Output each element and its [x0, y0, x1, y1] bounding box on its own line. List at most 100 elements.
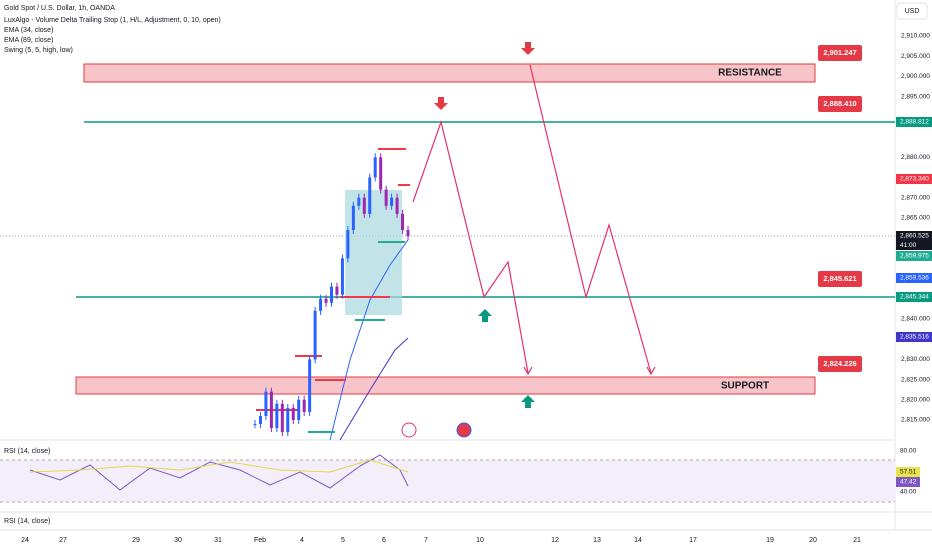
time-label: 19: [766, 537, 774, 544]
price-tag: [896, 292, 932, 302]
price-tick-label: 2,900.000: [901, 73, 930, 80]
price-tick-label: 2,880.000: [901, 154, 930, 161]
price-tick-label: 2,825.000: [901, 376, 930, 383]
candle: [395, 197, 399, 214]
time-label: 24: [21, 537, 29, 544]
candle: [330, 286, 333, 303]
level-tag: [818, 356, 862, 372]
rsi-level: 80.00: [900, 448, 917, 455]
rsi-tag: [896, 467, 920, 477]
rsi-level: 57.51: [900, 469, 917, 476]
projection: [412, 64, 656, 376]
time-label: 21: [853, 537, 861, 544]
time-label: 13: [593, 537, 601, 544]
level-tag: [818, 45, 862, 61]
currency-button[interactable]: [896, 2, 928, 20]
price-tag-label: 2,835.516: [900, 334, 929, 341]
indicator-label: EMA (89, close): [4, 37, 53, 44]
level-label: 2,824.226: [823, 359, 856, 368]
price-tick-label: 2,820.000: [901, 397, 930, 404]
time-label: 10: [476, 537, 484, 544]
price-tag-label: 2,859.975: [900, 253, 929, 260]
level-tag: [818, 96, 862, 112]
price-tick-label: 2,865.000: [901, 215, 930, 222]
indicator-label: EMA (34, close): [4, 27, 53, 34]
rsi-level: 47.42: [900, 479, 917, 486]
rsi-title: RSI (14, close): [4, 448, 50, 455]
candle: [335, 286, 339, 295]
price-tick-label: 2,815.000: [901, 417, 930, 424]
price-tag-label: 2,859.536: [900, 275, 929, 282]
time-label: 12: [551, 537, 559, 544]
candle: [373, 157, 377, 178]
candle: [379, 157, 383, 190]
candle: [406, 230, 410, 237]
indicator-label: Swing (5, 5, high, low): [4, 47, 73, 54]
candle: [269, 391, 273, 429]
time-label: 30: [174, 537, 182, 544]
price-tick-label: 2,910.000: [901, 33, 930, 40]
candle: [401, 213, 405, 231]
time-label: 27: [59, 537, 67, 544]
indicator-label: LuxAlgo - Volume Delta Trailing Stop (1,…: [4, 17, 221, 24]
candle: [302, 399, 306, 412]
event-icon[interactable]: [401, 422, 417, 438]
price-tick-label: 2,905.000: [901, 53, 930, 60]
ema-34: [329, 239, 409, 441]
price-tag-label: 2,860.525: [900, 233, 929, 240]
zone-label: RESISTANCE: [718, 68, 782, 79]
candle: [275, 403, 279, 429]
time-label: 7: [424, 537, 428, 544]
rsi-tag: [896, 477, 920, 487]
candle: [357, 197, 361, 206]
candle: [324, 298, 328, 303]
price-tick-label: 2,895.000: [901, 93, 930, 100]
candle: [297, 399, 301, 420]
price-tag-label: 2,888.812: [900, 119, 929, 126]
candle: [319, 298, 323, 311]
resistance-zone: [83, 63, 816, 83]
time-label: 20: [809, 537, 817, 544]
time-label: 6: [382, 537, 386, 544]
time-label: 31: [214, 537, 222, 544]
candle: [258, 415, 262, 425]
candle: [253, 424, 257, 426]
price-tick-label: 2,870.000: [901, 194, 930, 201]
time-label: 29: [132, 537, 140, 544]
currency: USD: [905, 8, 920, 15]
event-icon[interactable]: [456, 422, 472, 438]
rsi-level: 40.00: [900, 489, 917, 496]
support-zone: [75, 376, 816, 395]
candle: [362, 197, 366, 214]
level-tag: [818, 271, 862, 287]
time-label: 17: [689, 537, 697, 544]
candle: [308, 359, 312, 412]
time-label: 5: [341, 537, 345, 544]
candle: [384, 189, 388, 206]
candle: [286, 407, 290, 433]
rsi-title: RSI (14, close): [4, 518, 50, 525]
price-tag: [896, 273, 932, 283]
zone-label: SUPPORT: [721, 381, 769, 392]
time-label: 14: [634, 537, 642, 544]
rsi-ma: [29, 459, 409, 473]
price-tag: [896, 174, 932, 184]
candle: [340, 258, 344, 295]
price-tag: [896, 231, 932, 241]
price-tick-label: 2,840.000: [901, 316, 930, 323]
time-label: Feb: [254, 537, 266, 544]
level-label: 2,901.247: [823, 48, 856, 57]
countdown-box: [896, 241, 932, 250]
countdown: 41:00: [900, 242, 917, 249]
rsi-plot: [29, 454, 409, 491]
candle: [368, 177, 372, 214]
candle: [346, 230, 350, 259]
price-tag: [896, 332, 932, 342]
ema-89: [339, 337, 409, 441]
rsi-band: [0, 460, 895, 502]
candle: [313, 310, 317, 360]
price-tag: [896, 117, 932, 127]
candle: [291, 407, 295, 420]
